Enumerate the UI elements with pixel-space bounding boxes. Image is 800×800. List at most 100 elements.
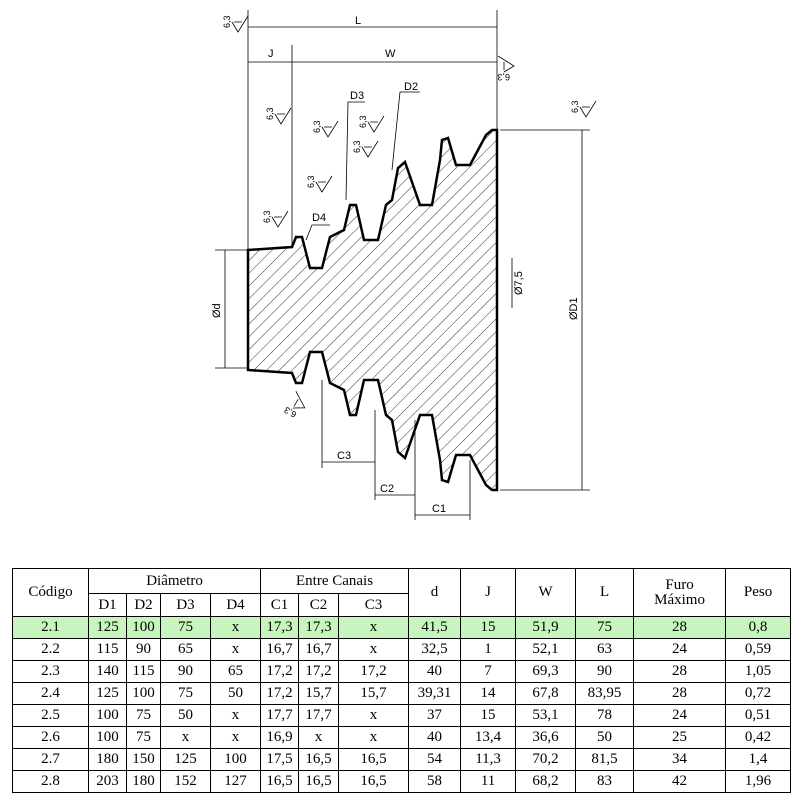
roughness-label: 6,3 xyxy=(497,72,510,82)
roughness-symbol: 6,3 xyxy=(282,390,306,420)
cell: 28 xyxy=(633,616,727,639)
cell: 2.6 xyxy=(12,726,89,749)
cell: 75 xyxy=(575,616,635,639)
cell: 16,5 xyxy=(298,748,340,771)
cell: 83 xyxy=(575,770,635,793)
cell: 11,3 xyxy=(460,748,517,771)
cell: 51,9 xyxy=(515,616,577,639)
cell: 16,7 xyxy=(260,638,300,661)
cell: 81,5 xyxy=(575,748,635,771)
cell: 100 xyxy=(126,682,161,705)
cell: x xyxy=(338,638,410,661)
cell: 52,1 xyxy=(515,638,577,661)
dim-label: C3 xyxy=(337,450,351,462)
header: Furo Máximo xyxy=(633,568,727,617)
cell: 16,7 xyxy=(298,638,340,661)
cell: 2.5 xyxy=(12,704,89,727)
cell: 115 xyxy=(126,660,161,683)
cell: 1,96 xyxy=(725,770,792,793)
cell: x xyxy=(338,704,410,727)
cell: 36,6 xyxy=(515,726,577,749)
roughness-symbol: 6,3 xyxy=(352,140,379,158)
cell: 40 xyxy=(408,726,462,749)
cell: 83,95 xyxy=(575,682,635,705)
cell: 40 xyxy=(408,660,462,683)
cell: 17,2 xyxy=(338,660,410,683)
cell: 16,9 xyxy=(260,726,300,749)
cell: x xyxy=(160,726,211,749)
roughness-symbol: 6,3 xyxy=(312,120,339,138)
roughness-label: 6,3 xyxy=(222,15,232,28)
dim-label: C1 xyxy=(432,503,446,515)
cell: 100 xyxy=(88,726,127,749)
roughness-symbol: 6,3 xyxy=(358,115,385,133)
cell: 125 xyxy=(88,682,127,705)
cell: 140 xyxy=(88,660,127,683)
cell: 150 xyxy=(126,748,161,771)
roughness-symbol: 6,3 xyxy=(265,107,292,125)
table-row: 2.6 100 75 x x 16,9 x x 40 13,4 36,6 50 25 0,42 xyxy=(12,726,792,749)
cell: 0,42 xyxy=(725,726,792,749)
spec-table: Código Diâmetro Entre Canais d J W L Furo Máxim… xyxy=(12,568,792,793)
subheader: D1 xyxy=(88,593,127,617)
cell: 203 xyxy=(88,770,127,793)
cell: 7 xyxy=(460,660,517,683)
subheader: D2 xyxy=(126,593,161,617)
roughness-symbol: 6,3 xyxy=(306,175,333,193)
cell: 50 xyxy=(209,682,262,705)
header: L xyxy=(575,568,635,617)
cell: 78 xyxy=(575,704,635,727)
cell: 90 xyxy=(160,660,211,683)
table-row: 2.7 180 150 125 100 17,5 16,5 16,5 54 11,3 70,2 81,… xyxy=(12,748,792,771)
cell: 2.3 xyxy=(12,660,89,683)
cell: 42 xyxy=(633,770,727,793)
cell: 54 xyxy=(408,748,462,771)
cell: x xyxy=(338,616,410,639)
header: Peso xyxy=(725,568,792,617)
table-row: 2.4 125 100 75 50 17,2 15,7 15,7 39,31 14 67,8 83,9… xyxy=(12,682,792,705)
cell: 25 xyxy=(633,726,727,749)
cell: 16,5 xyxy=(338,770,410,793)
cell: 2.8 xyxy=(12,770,89,793)
cell: 0,72 xyxy=(725,682,792,705)
roughness-label: 6,3 xyxy=(265,107,275,120)
pulley-section xyxy=(246,128,499,492)
cell: 17,3 xyxy=(298,616,340,639)
cell: 17,7 xyxy=(298,704,340,727)
cell: 2.1 xyxy=(12,616,89,639)
subheader: C1 xyxy=(260,593,300,617)
cell: 28 xyxy=(633,682,727,705)
cell: 58 xyxy=(408,770,462,793)
cell: 17,3 xyxy=(260,616,300,639)
cell: 1,05 xyxy=(725,660,792,683)
roughness-label: 6,3 xyxy=(352,140,362,153)
cell: 127 xyxy=(209,770,262,793)
dim-label: W xyxy=(385,48,396,60)
cell: 39,31 xyxy=(408,682,462,705)
cell: 17,5 xyxy=(260,748,300,771)
header: Entre Canais xyxy=(260,568,410,594)
cell: 53,1 xyxy=(515,704,577,727)
header: W xyxy=(515,568,577,617)
dim-label: D4 xyxy=(312,212,326,224)
cell: 1,4 xyxy=(725,748,792,771)
cell: 2.4 xyxy=(12,682,89,705)
roughness-label: 6,3 xyxy=(282,405,298,420)
roughness-label: 6,3 xyxy=(570,100,580,113)
cell: 15,7 xyxy=(298,682,340,705)
cell: 67,8 xyxy=(515,682,577,705)
cell: 75 xyxy=(160,682,211,705)
cell: 100 xyxy=(126,616,161,639)
cell: 50 xyxy=(160,704,211,727)
roughness-symbol: 6,3 xyxy=(497,55,515,82)
cell: x xyxy=(298,726,340,749)
cell: 180 xyxy=(126,770,161,793)
roughness-label: 6,3 xyxy=(312,120,322,133)
cell: 32,5 xyxy=(408,638,462,661)
subheader: C3 xyxy=(338,593,410,617)
dim-label: Ød xyxy=(211,303,223,318)
cell: x xyxy=(209,616,262,639)
cell: 125 xyxy=(160,748,211,771)
cell: x xyxy=(338,726,410,749)
table-row: 2.3 140 115 90 65 17,2 17,2 17,2 40 7 69,3 90 28 1,05 xyxy=(12,660,792,683)
